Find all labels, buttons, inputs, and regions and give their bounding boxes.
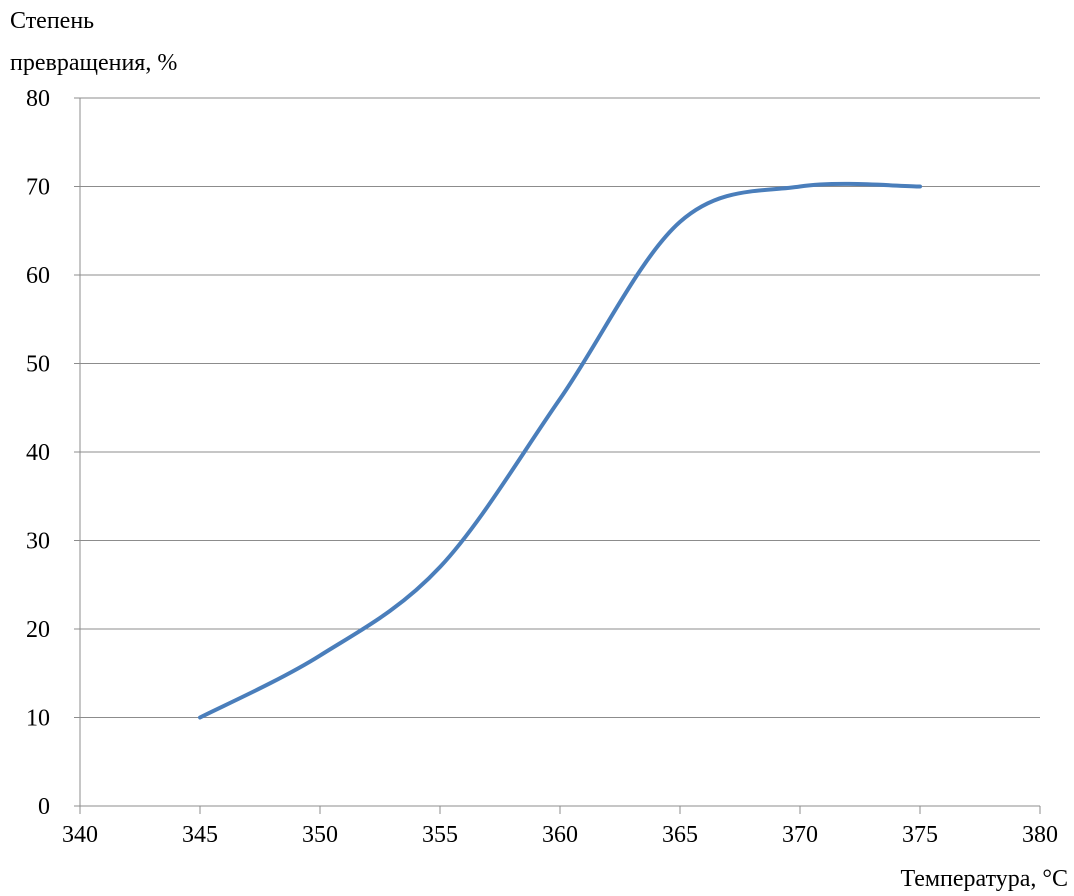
x-tick-label: 370 [782,822,818,848]
x-tick-label: 365 [662,822,698,848]
x-tick-label: 375 [902,822,938,848]
y-tick-label: 40 [26,440,50,466]
y-tick-label: 80 [26,86,50,112]
x-tick-label: 340 [62,822,98,848]
y-tick-label: 30 [26,529,50,555]
x-tick-label: 380 [1022,822,1058,848]
series [198,181,922,720]
x-tick-label: 360 [542,822,578,848]
series-line-0 [198,181,922,720]
y-axis-label-line-1: Степень [10,8,94,34]
y-tick-label: 50 [26,352,50,378]
y-tick-label: 0 [38,794,50,820]
x-tick-label: 355 [422,822,458,848]
y-tick-label: 70 [26,175,50,201]
x-tick-label: 350 [302,822,338,848]
axes [74,97,1041,814]
gridlines [80,97,1040,718]
x-tick-label: 345 [182,822,218,848]
y-tick-label: 60 [26,263,50,289]
x-tick-labels: 340 345 350 355 360 365 370 375 380 [62,822,1058,848]
y-tick-label: 10 [26,706,50,732]
y-tick-label: 20 [26,617,50,643]
y-axis-label-line-2: превращения, % [10,50,177,76]
y-tick-labels: 0 10 20 30 40 50 60 70 80 [26,86,50,820]
x-axis-label: Температура, °C [900,866,1068,892]
